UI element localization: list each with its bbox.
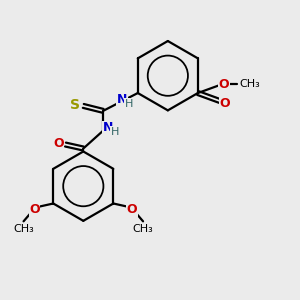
Text: N: N bbox=[117, 94, 127, 106]
Text: CH₃: CH₃ bbox=[133, 224, 153, 234]
Text: H: H bbox=[125, 99, 133, 109]
Text: H: H bbox=[111, 127, 119, 137]
Text: O: O bbox=[219, 98, 230, 110]
Text: O: O bbox=[127, 203, 137, 216]
Text: O: O bbox=[53, 137, 64, 150]
Text: O: O bbox=[218, 78, 229, 91]
Text: CH₃: CH₃ bbox=[239, 79, 260, 89]
Text: S: S bbox=[70, 98, 80, 112]
Text: O: O bbox=[29, 203, 40, 216]
Text: N: N bbox=[103, 121, 113, 134]
Text: CH₃: CH₃ bbox=[13, 224, 34, 234]
